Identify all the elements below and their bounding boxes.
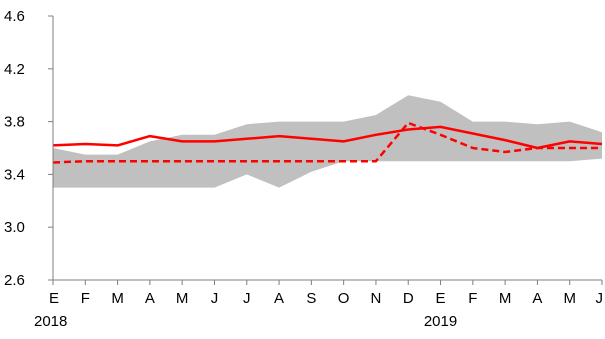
x-tick-label: S [306, 290, 316, 307]
x-tick-label: F [468, 290, 477, 307]
x-tick-label: A [145, 290, 155, 307]
y-tick-label: 3.4 [4, 166, 25, 183]
x-tick-label: M [176, 290, 189, 307]
dashed-series-line [52, 121, 602, 164]
x-tick-label: A [274, 290, 284, 307]
x-tick-label: F [81, 290, 90, 307]
x-tick-label: J [243, 290, 251, 307]
x-tick-label: J [211, 290, 219, 307]
year-label: 2019 [424, 313, 457, 330]
year-label: 2018 [34, 313, 67, 330]
x-tick-label: E [436, 290, 446, 307]
x-tick-label: N [371, 290, 382, 307]
y-tick-label: 3.0 [4, 219, 25, 236]
y-tick-label: 2.6 [4, 272, 25, 289]
y-tick-label: 4.6 [4, 8, 25, 25]
solid-series-line [52, 125, 603, 150]
range-band-layer [53, 95, 602, 188]
x-tick-label: A [532, 290, 542, 307]
y-tick-label: 4.2 [4, 61, 25, 78]
x-tick-label: D [403, 290, 414, 307]
x-tick-label: M [499, 290, 512, 307]
x-tick-label: O [338, 290, 350, 307]
y-tick-label: 3.8 [4, 114, 25, 131]
x-tick-label: M [111, 290, 124, 307]
x-tick-label: J [596, 290, 604, 307]
x-tick-label: M [563, 290, 576, 307]
series-layer [52, 121, 603, 164]
range-band-area [53, 95, 602, 188]
x-tick-label: E [49, 290, 59, 307]
tick-labels-layer: 2.6 3.0 3.4 3.8 4.2 4.6 E F M A M J J A S O N D E F M A M J 2018… [4, 8, 603, 330]
axes-layer [48, 15, 603, 285]
